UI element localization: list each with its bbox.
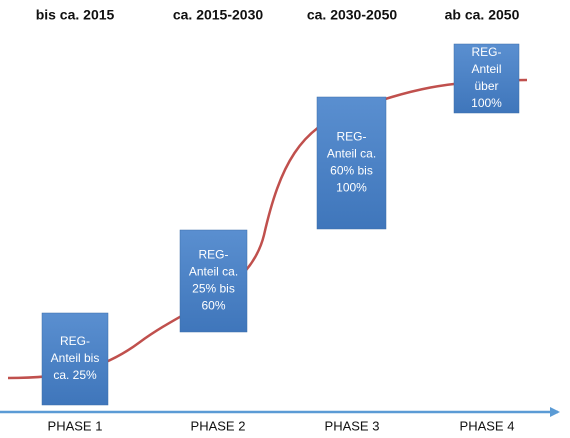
phase-label: PHASE 3 xyxy=(325,418,380,433)
box-text: Anteil xyxy=(471,62,501,76)
phase-box xyxy=(316,96,387,230)
phase-label: PHASE 2 xyxy=(191,418,246,433)
box-text: REG- xyxy=(472,45,502,59)
box-text: Anteil ca. xyxy=(189,265,238,279)
labels-layer: bis ca. 2015 ca. 2015-2030 ca. 2030-2050 ab… xyxy=(36,7,520,434)
phase-box xyxy=(453,43,520,114)
box-text: über xyxy=(474,79,498,93)
box-text: REG- xyxy=(337,130,367,144)
box-text: ca. 25% xyxy=(53,368,97,382)
box-text: 100% xyxy=(336,181,367,195)
phase-box xyxy=(41,312,109,406)
growth-curve xyxy=(7,78,528,380)
phase-label: PHASE 1 xyxy=(48,418,103,433)
box-text: 100% xyxy=(471,96,502,110)
phase-label: PHASE 4 xyxy=(460,418,515,433)
box-text: Anteil bis xyxy=(51,351,100,365)
box-text: REG- xyxy=(199,248,229,262)
period-label: bis ca. 2015 xyxy=(36,7,115,23)
period-label: ab ca. 2050 xyxy=(445,7,520,23)
period-label: ca. 2030-2050 xyxy=(307,7,398,23)
box-text: REG- xyxy=(60,334,90,348)
box-text: Anteil ca. xyxy=(327,147,376,161)
phase-box xyxy=(179,229,248,333)
box-text: 60% xyxy=(201,299,225,313)
box-text: 25% bis xyxy=(192,282,235,296)
period-label: ca. 2015-2030 xyxy=(173,7,264,23)
box-text: 60% bis xyxy=(330,164,373,178)
